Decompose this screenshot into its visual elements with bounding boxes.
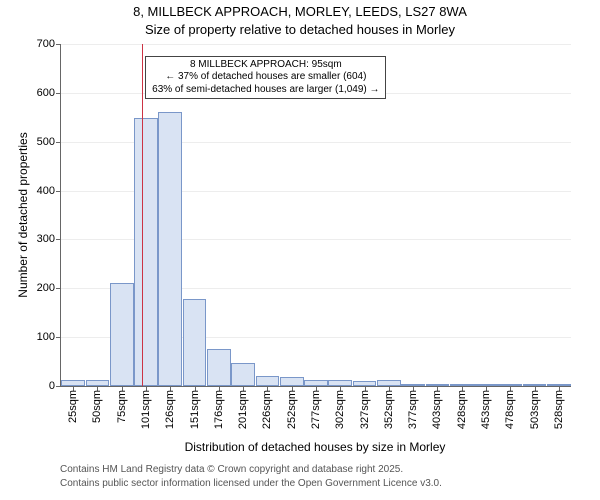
histogram-chart: 8, MILLBECK APPROACH, MORLEY, LEEDS, LS2… bbox=[0, 0, 600, 500]
xtick-label: 327sqm bbox=[359, 390, 371, 429]
histogram-bar bbox=[231, 363, 255, 386]
xtick-label: 377sqm bbox=[407, 390, 419, 429]
xtick-label: 201sqm bbox=[237, 390, 249, 429]
histogram-bar bbox=[134, 118, 158, 386]
xtick-label: 352sqm bbox=[383, 390, 395, 429]
xtick-label: 478sqm bbox=[504, 390, 516, 429]
xtick-label: 277sqm bbox=[310, 390, 322, 429]
ytick-label: 300 bbox=[37, 233, 61, 245]
histogram-bar bbox=[280, 377, 304, 386]
ytick-label: 500 bbox=[37, 136, 61, 148]
footer-copyright-2: Contains public sector information licen… bbox=[60, 478, 442, 489]
annotation-line: 8 MILLBECK APPROACH: 95sqm bbox=[152, 59, 379, 72]
ytick-label: 0 bbox=[49, 380, 61, 392]
xtick-label: 25sqm bbox=[67, 390, 79, 423]
plot-area: 010020030040050060070025sqm50sqm75sqm101… bbox=[60, 44, 571, 387]
histogram-bar bbox=[183, 299, 207, 386]
xtick-label: 528sqm bbox=[553, 390, 565, 429]
ytick-label: 400 bbox=[37, 185, 61, 197]
xtick-label: 428sqm bbox=[456, 390, 468, 429]
gridline bbox=[61, 44, 571, 45]
property-marker-line bbox=[142, 44, 143, 386]
annotation-line: ← 37% of detached houses are smaller (60… bbox=[152, 71, 379, 84]
xtick-label: 226sqm bbox=[261, 390, 273, 429]
xtick-label: 453sqm bbox=[480, 390, 492, 429]
histogram-bar bbox=[256, 376, 280, 386]
ytick-label: 100 bbox=[37, 331, 61, 343]
chart-title-1: 8, MILLBECK APPROACH, MORLEY, LEEDS, LS2… bbox=[0, 4, 600, 19]
xtick-label: 252sqm bbox=[286, 390, 298, 429]
histogram-bar bbox=[110, 283, 134, 386]
xtick-label: 403sqm bbox=[431, 390, 443, 429]
histogram-bar bbox=[207, 349, 231, 386]
ytick-label: 700 bbox=[37, 38, 61, 50]
ytick-label: 200 bbox=[37, 282, 61, 294]
xtick-label: 101sqm bbox=[140, 390, 152, 429]
ytick-label: 600 bbox=[37, 87, 61, 99]
xtick-label: 302sqm bbox=[334, 390, 346, 429]
xtick-label: 50sqm bbox=[91, 390, 103, 423]
xtick-label: 176sqm bbox=[213, 390, 225, 429]
xtick-label: 503sqm bbox=[529, 390, 541, 429]
footer-copyright-1: Contains HM Land Registry data © Crown c… bbox=[60, 464, 403, 475]
chart-title-2: Size of property relative to detached ho… bbox=[0, 22, 600, 37]
xtick-label: 126sqm bbox=[164, 390, 176, 429]
xtick-label: 75sqm bbox=[116, 390, 128, 423]
annotation-line: 63% of semi-detached houses are larger (… bbox=[152, 84, 379, 97]
x-axis-label: Distribution of detached houses by size … bbox=[185, 440, 446, 454]
annotation-box: 8 MILLBECK APPROACH: 95sqm← 37% of detac… bbox=[145, 56, 386, 100]
xtick-label: 151sqm bbox=[189, 390, 201, 429]
histogram-bar bbox=[158, 112, 182, 386]
y-axis-label: Number of detached properties bbox=[16, 132, 30, 297]
